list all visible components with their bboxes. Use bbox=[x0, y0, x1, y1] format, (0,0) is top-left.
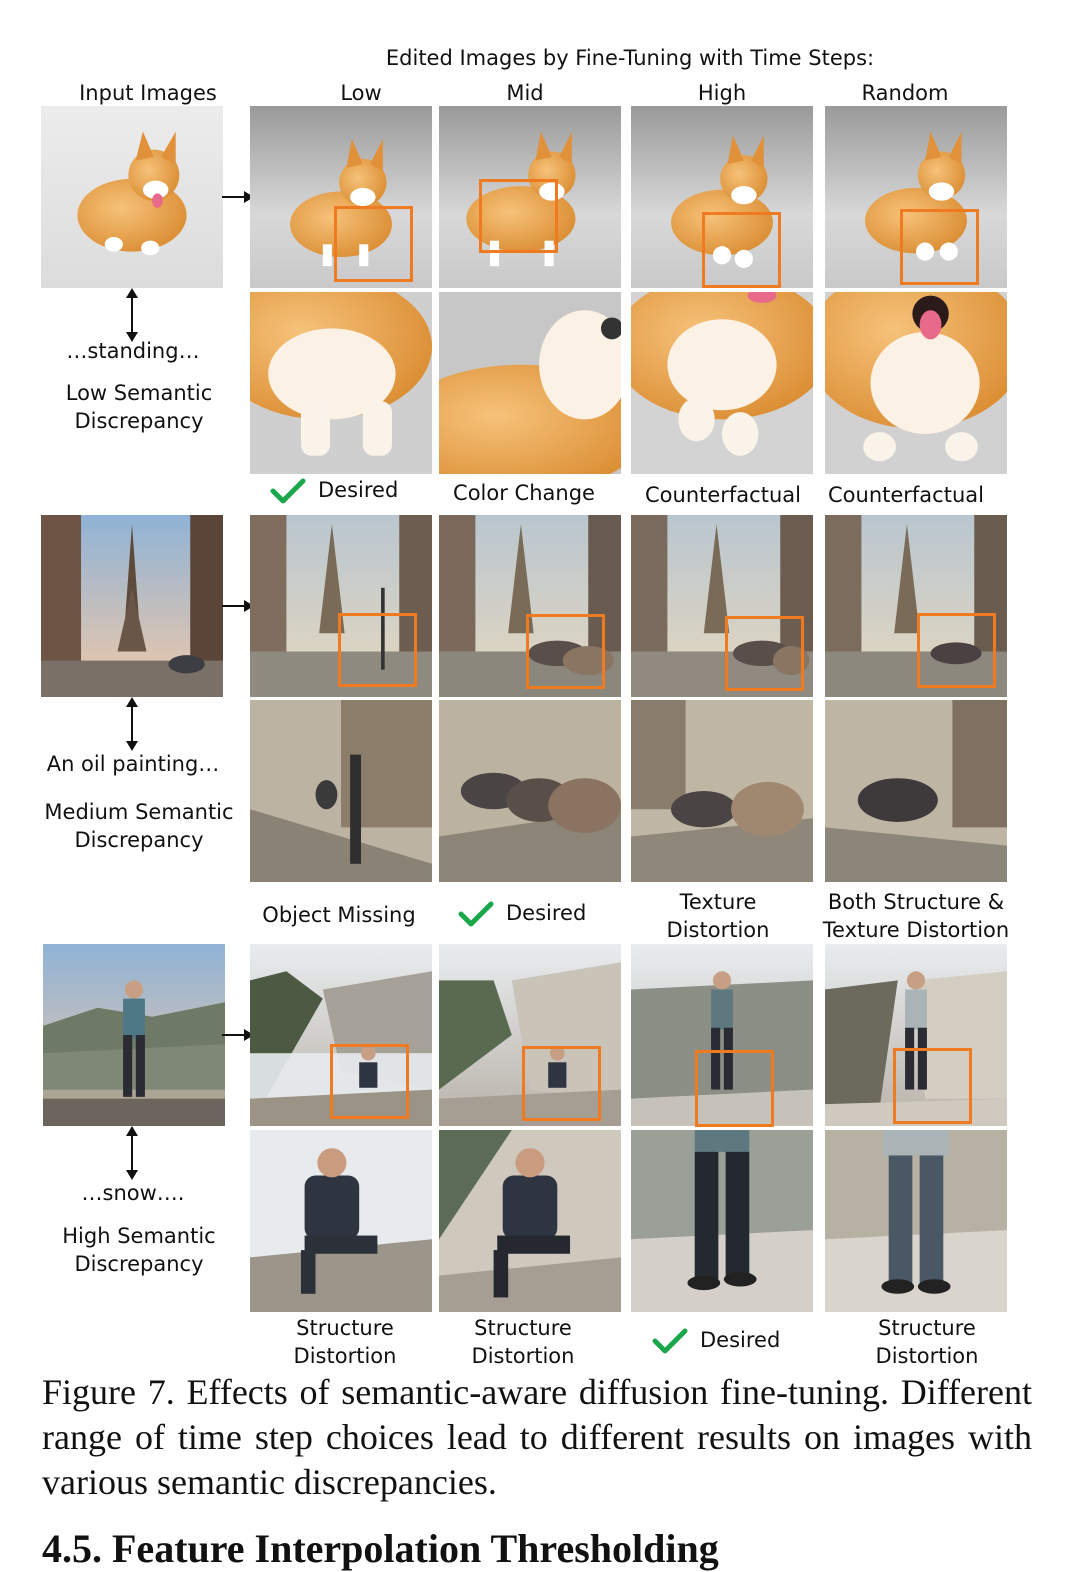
check-icon bbox=[652, 1328, 688, 1354]
highlight-box bbox=[334, 206, 413, 282]
result-label-row3-mid: Structure Distortion bbox=[471, 1316, 575, 1368]
result-label-text: Desired bbox=[506, 901, 587, 925]
result-label-row3-random: Structure Distortion bbox=[875, 1316, 979, 1368]
edited-image-mountain-low bbox=[250, 944, 432, 1126]
column-label-low: Low bbox=[340, 81, 382, 105]
row-prompt-1: …standing… bbox=[66, 339, 200, 363]
figure-caption: Figure 7. Effects of semantic-aware diff… bbox=[42, 1372, 1032, 1502]
column-label-random: Random bbox=[861, 81, 949, 105]
zoom-image-mountain-high bbox=[631, 1130, 813, 1312]
input-image-mountain bbox=[43, 944, 225, 1126]
arrow-updown bbox=[126, 1126, 138, 1180]
highlight-box bbox=[893, 1048, 972, 1124]
row-prompt-2: An oil painting… bbox=[46, 752, 220, 776]
zoom-image-mountain-low bbox=[250, 1130, 432, 1312]
arrow-right bbox=[222, 1029, 254, 1041]
highlight-box bbox=[917, 613, 996, 688]
edited-image-mountain-high bbox=[631, 944, 813, 1126]
result-label-row2-low: Object Missing bbox=[262, 903, 416, 927]
result-label-row2-high: Texture Distortion bbox=[666, 890, 770, 942]
arrow-updown bbox=[126, 697, 138, 751]
row-prompt-3: …snow…. bbox=[81, 1181, 185, 1205]
edited-image-mountain-mid bbox=[439, 944, 621, 1126]
zoom-image-corgi-high bbox=[631, 292, 813, 474]
arrow-updown bbox=[126, 288, 138, 342]
input-images-label: Input Images bbox=[79, 81, 217, 105]
zoom-image-corgi-mid bbox=[439, 292, 621, 474]
column-label-mid: Mid bbox=[506, 81, 544, 105]
edited-image-corgi-high bbox=[631, 106, 813, 288]
edited-image-corgi-low bbox=[250, 106, 432, 288]
result-label-row2-random: Both Structure & Texture Distortion bbox=[822, 890, 1010, 942]
row-discrepancy-1: Low Semantic Discrepancy bbox=[65, 381, 213, 433]
zoom-image-corgi-random bbox=[825, 292, 1007, 474]
check-icon bbox=[458, 901, 494, 927]
result-label-row2-mid: Desired bbox=[458, 901, 586, 927]
zoom-image-paris-high bbox=[631, 700, 813, 882]
column-label-high: High bbox=[697, 81, 747, 105]
highlight-box bbox=[338, 613, 417, 687]
edited-image-paris-high bbox=[631, 515, 813, 697]
zoom-image-mountain-random bbox=[825, 1130, 1007, 1312]
result-label-row1-high: Counterfactual bbox=[645, 483, 801, 507]
highlight-box bbox=[526, 614, 605, 689]
highlight-box bbox=[725, 616, 804, 691]
arrow-right bbox=[222, 600, 254, 612]
zoom-image-paris-mid bbox=[439, 700, 621, 882]
edited-image-corgi-mid bbox=[439, 106, 621, 288]
edited-image-paris-low bbox=[250, 515, 432, 697]
input-image-corgi bbox=[41, 106, 223, 288]
zoom-image-paris-low bbox=[250, 700, 432, 882]
result-label-row1-mid: Color Change bbox=[453, 481, 595, 505]
result-label-text: Desired bbox=[700, 1328, 781, 1352]
edited-image-mountain-random bbox=[825, 944, 1007, 1126]
highlight-box bbox=[522, 1046, 601, 1121]
arrow-right bbox=[222, 191, 254, 203]
input-image-paris bbox=[41, 515, 223, 697]
result-label-row3-high: Desired bbox=[652, 1328, 780, 1354]
highlight-box bbox=[479, 179, 558, 253]
check-icon bbox=[270, 478, 306, 504]
result-label-row3-low: Structure Distortion bbox=[293, 1316, 397, 1368]
result-label-row1-low: Desired bbox=[270, 478, 398, 504]
row-discrepancy-3: High Semantic Discrepancy bbox=[62, 1224, 216, 1276]
edited-images-header: Edited Images by Fine-Tuning with Time S… bbox=[385, 46, 875, 70]
highlight-box bbox=[702, 212, 781, 288]
zoom-image-mountain-mid bbox=[439, 1130, 621, 1312]
zoom-image-corgi-low bbox=[250, 292, 432, 474]
highlight-box bbox=[900, 209, 979, 285]
section-heading: 4.5. Feature Interpolation Thresholding bbox=[42, 1526, 719, 1571]
zoom-image-paris-random bbox=[825, 700, 1007, 882]
result-label-text: Desired bbox=[318, 478, 399, 502]
edited-image-paris-random bbox=[825, 515, 1007, 697]
row-discrepancy-2: Medium Semantic Discrepancy bbox=[44, 800, 234, 852]
result-label-row1-random: Counterfactual bbox=[828, 483, 984, 507]
highlight-box bbox=[695, 1050, 774, 1127]
highlight-box bbox=[330, 1044, 409, 1119]
